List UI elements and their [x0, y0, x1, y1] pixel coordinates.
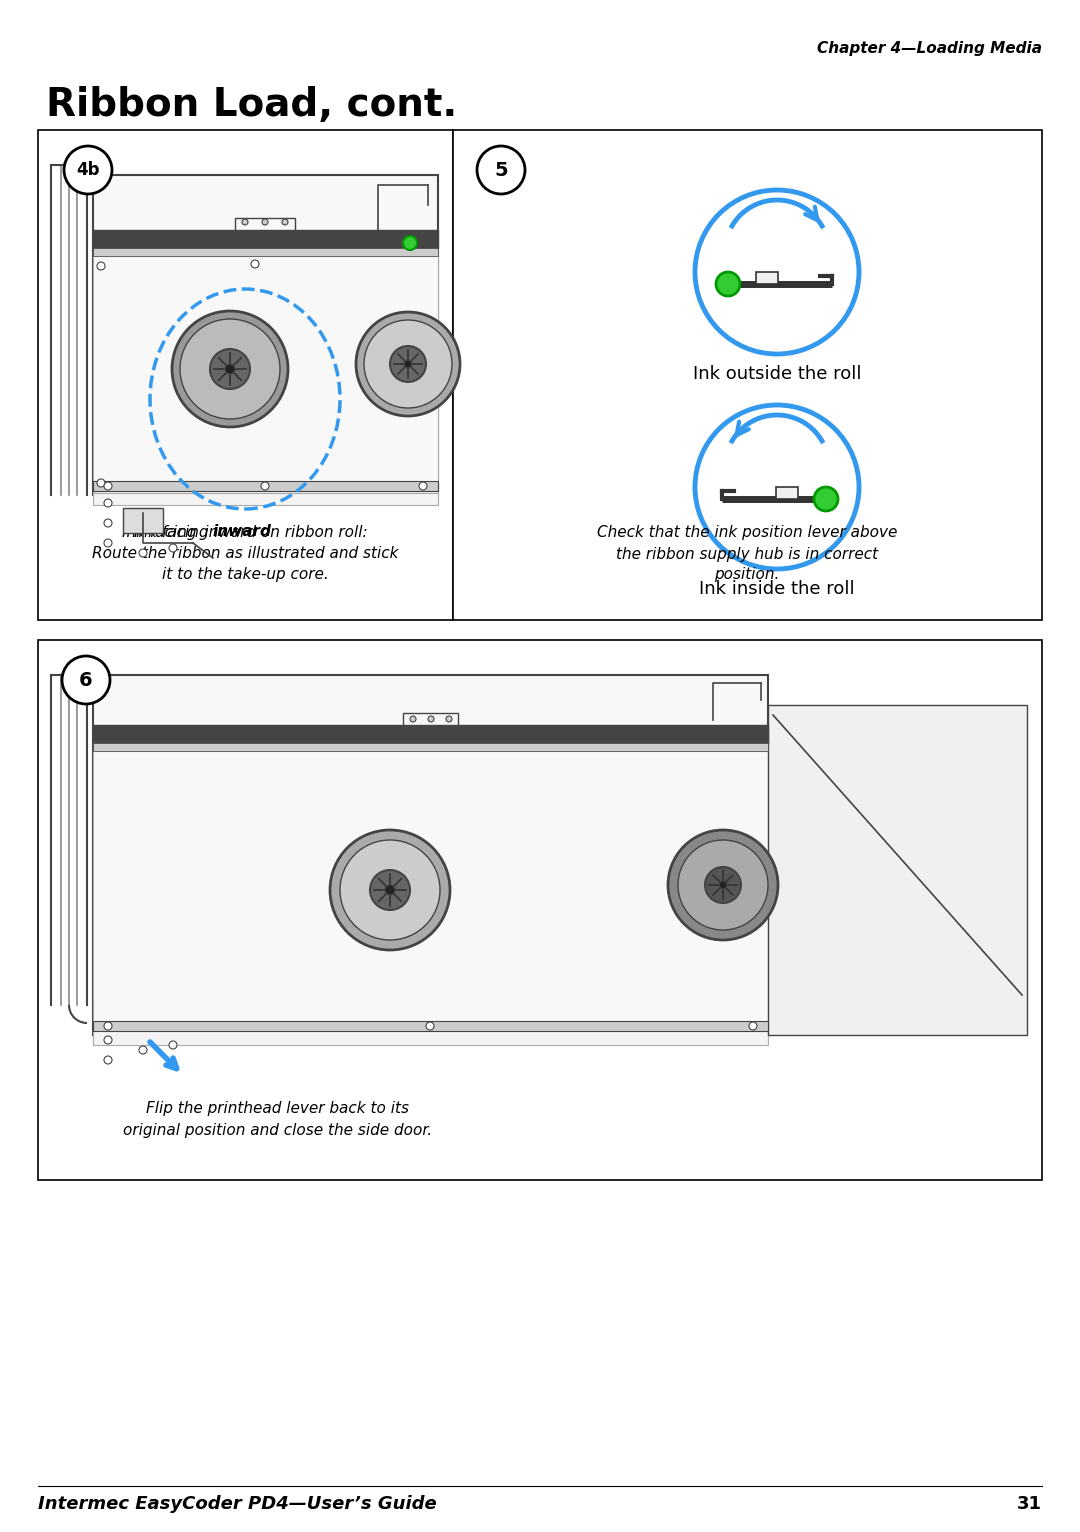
Circle shape [104, 1022, 112, 1030]
Bar [756, 273, 778, 283]
Bar [93, 725, 768, 743]
Bar [38, 130, 453, 620]
Circle shape [62, 656, 110, 705]
Circle shape [282, 219, 288, 225]
Circle shape [97, 480, 105, 487]
Text: 4b: 4b [77, 161, 99, 179]
Text: Check that the ink position lever above: Check that the ink position lever above [597, 524, 897, 539]
Text: Ribbon Load, cont.: Ribbon Load, cont. [46, 86, 457, 124]
Text: original position and close the side door.: original position and close the side doo… [123, 1123, 433, 1137]
Circle shape [210, 349, 249, 389]
Circle shape [696, 190, 859, 354]
Circle shape [104, 499, 112, 507]
FancyArrowPatch shape [150, 1042, 177, 1069]
Text: 5: 5 [495, 161, 508, 179]
Circle shape [104, 483, 112, 490]
Circle shape [97, 262, 105, 270]
Bar [403, 712, 458, 725]
Bar [93, 751, 768, 1030]
Circle shape [262, 219, 268, 225]
FancyArrowPatch shape [737, 421, 748, 435]
Text: the ribbon supply hub is in correct: the ribbon supply hub is in correct [616, 547, 878, 562]
Circle shape [340, 840, 440, 941]
Text: inward: inward [213, 524, 272, 539]
Bar [38, 640, 1042, 1180]
Text: Flip the printhead lever back to its: Flip the printhead lever back to its [147, 1100, 409, 1115]
Bar [235, 218, 295, 230]
Circle shape [404, 360, 411, 368]
Bar [93, 481, 438, 490]
Circle shape [225, 365, 235, 374]
Circle shape [403, 236, 417, 250]
Text: Ink outside the roll: Ink outside the roll [692, 365, 861, 383]
Bar [93, 493, 438, 506]
Bar [768, 705, 1027, 1036]
Circle shape [477, 146, 525, 195]
Circle shape [168, 544, 177, 552]
Circle shape [390, 346, 426, 381]
Circle shape [139, 1046, 147, 1054]
Circle shape [180, 319, 280, 418]
Circle shape [426, 1022, 434, 1030]
Bar [93, 248, 438, 256]
Bar [453, 130, 1042, 620]
FancyArrowPatch shape [806, 207, 818, 221]
Circle shape [678, 840, 768, 930]
Circle shape [242, 219, 248, 225]
Circle shape [104, 539, 112, 547]
Circle shape [251, 260, 259, 268]
Circle shape [104, 519, 112, 527]
Circle shape [104, 1036, 112, 1043]
Text: 31: 31 [1017, 1495, 1042, 1514]
Circle shape [428, 715, 434, 722]
Text: Ink facing: Ink facing [134, 524, 213, 539]
Circle shape [356, 313, 460, 417]
Circle shape [104, 1056, 112, 1065]
Bar [93, 256, 438, 493]
Text: Route the ribbon as illustrated and stick: Route the ribbon as illustrated and stic… [92, 547, 399, 562]
Circle shape [364, 320, 453, 408]
Circle shape [168, 1042, 177, 1049]
Text: Chapter 4—Loading Media: Chapter 4—Loading Media [816, 40, 1042, 55]
Circle shape [384, 885, 395, 895]
Circle shape [330, 830, 450, 950]
Circle shape [64, 146, 112, 195]
Text: 6: 6 [79, 671, 93, 689]
Circle shape [669, 830, 778, 941]
Circle shape [716, 273, 740, 296]
Circle shape [172, 311, 288, 427]
Circle shape [410, 715, 416, 722]
Bar [93, 676, 768, 1036]
Bar [93, 1020, 768, 1031]
Circle shape [750, 1022, 757, 1030]
Circle shape [446, 715, 453, 722]
Circle shape [705, 867, 741, 902]
Text: Ink inside the roll: Ink inside the roll [699, 581, 854, 597]
Text: Intermec EasyCoder PD4—User’s Guide: Intermec EasyCoder PD4—User’s Guide [38, 1495, 436, 1514]
Bar [93, 743, 768, 751]
Circle shape [814, 487, 838, 512]
Circle shape [696, 404, 859, 568]
Circle shape [370, 870, 410, 910]
Bar [93, 1030, 768, 1045]
Bar [93, 230, 438, 248]
Bar [93, 175, 438, 495]
Text: position.: position. [714, 567, 780, 582]
Circle shape [139, 548, 147, 558]
Bar [777, 487, 798, 499]
Text: it to the take-up core.: it to the take-up core. [162, 567, 328, 582]
Text: Ink facing  inward on ribbon roll:: Ink facing inward on ribbon roll: [122, 525, 368, 541]
Bar [123, 509, 163, 533]
Circle shape [261, 483, 269, 490]
Circle shape [719, 881, 727, 889]
Circle shape [419, 483, 427, 490]
